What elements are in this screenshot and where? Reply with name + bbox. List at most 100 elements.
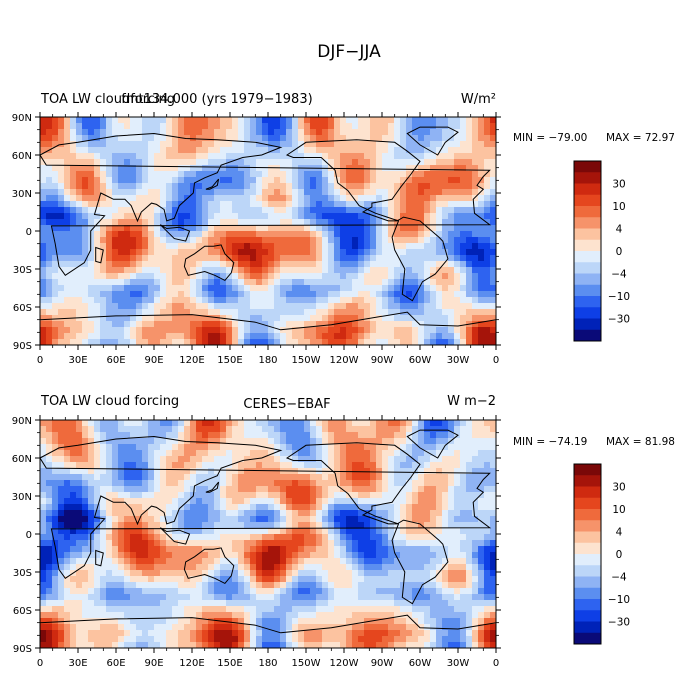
contour-cell bbox=[490, 213, 496, 220]
contour-cell bbox=[286, 117, 293, 124]
contour-cell bbox=[136, 303, 143, 310]
contour-cell bbox=[154, 564, 161, 571]
contour-cell bbox=[448, 558, 455, 565]
contour-cell bbox=[154, 273, 161, 280]
contour-cell bbox=[160, 309, 167, 316]
contour-cell bbox=[124, 462, 131, 469]
contour-cell bbox=[442, 492, 449, 499]
contour-cell bbox=[472, 213, 479, 220]
contour-cell bbox=[232, 516, 239, 523]
contour-cell bbox=[52, 219, 59, 226]
contour-cell bbox=[370, 165, 377, 172]
contour-cell bbox=[328, 504, 335, 511]
contour-cell bbox=[424, 297, 431, 304]
contour-cell bbox=[286, 444, 293, 451]
contour-cell bbox=[124, 321, 131, 328]
contour-cell bbox=[250, 510, 257, 517]
contour-cell bbox=[340, 309, 347, 316]
coastline bbox=[406, 126, 459, 156]
contour-cell bbox=[106, 468, 113, 475]
contour-cell bbox=[472, 141, 479, 148]
contour-cell bbox=[352, 303, 359, 310]
contour-cell bbox=[400, 267, 407, 274]
contour-cell bbox=[310, 267, 317, 274]
contour-cell bbox=[346, 480, 353, 487]
contour-cell bbox=[64, 207, 71, 214]
contour-cell bbox=[262, 492, 269, 499]
contour-cell bbox=[166, 450, 173, 457]
contour-cell bbox=[454, 147, 461, 154]
contour-cell bbox=[142, 135, 149, 142]
contour-cell bbox=[346, 498, 353, 505]
contour-cell bbox=[334, 183, 341, 190]
contour-cell bbox=[478, 432, 485, 439]
contour-cell bbox=[52, 504, 59, 511]
contour-cell bbox=[436, 159, 443, 166]
contour-cell bbox=[238, 327, 245, 334]
contour-cell bbox=[142, 420, 149, 427]
contour-cell bbox=[436, 171, 443, 178]
contour-cell bbox=[112, 141, 119, 148]
contour-cell bbox=[274, 552, 281, 559]
contour-cell bbox=[442, 267, 449, 274]
contour-cell bbox=[58, 456, 65, 463]
contour-cell bbox=[466, 225, 473, 232]
contour-cell bbox=[262, 249, 269, 256]
contour-cell bbox=[382, 486, 389, 493]
contour-cell bbox=[64, 552, 71, 559]
contour-cell bbox=[244, 213, 251, 220]
contour-cell bbox=[208, 147, 215, 154]
contour-cell bbox=[376, 333, 383, 340]
contour-cell bbox=[106, 486, 113, 493]
contour-cell bbox=[232, 558, 239, 565]
contour-cell bbox=[256, 486, 263, 493]
contour-cell bbox=[436, 327, 443, 334]
contour-cell bbox=[154, 225, 161, 232]
contour-cell bbox=[448, 528, 455, 535]
contour-cell bbox=[154, 498, 161, 505]
contour-cell bbox=[340, 303, 347, 310]
contour-cell bbox=[472, 183, 479, 190]
contour-cell bbox=[454, 297, 461, 304]
contour-cell bbox=[442, 117, 449, 124]
contour-cell bbox=[454, 117, 461, 124]
contour-cell bbox=[190, 504, 197, 511]
contour-cell bbox=[448, 522, 455, 529]
contour-cell bbox=[94, 255, 101, 262]
contour-cell bbox=[88, 243, 95, 250]
contour-cell bbox=[286, 309, 293, 316]
contour-cell bbox=[292, 183, 299, 190]
contour-cell bbox=[196, 195, 203, 202]
contour-cell bbox=[346, 219, 353, 226]
contour-cell bbox=[388, 420, 395, 427]
contour-cell bbox=[244, 279, 251, 286]
contour-cell bbox=[100, 534, 107, 541]
contour-cell bbox=[64, 426, 71, 433]
contour-cell bbox=[394, 147, 401, 154]
contour-cell bbox=[148, 303, 155, 310]
contour-cell bbox=[220, 564, 227, 571]
contour-cell bbox=[454, 444, 461, 451]
contour-cell bbox=[238, 117, 245, 124]
contour-cell bbox=[268, 558, 275, 565]
contour-cell bbox=[154, 117, 161, 124]
contour-cell bbox=[346, 420, 353, 427]
contour-cell bbox=[202, 462, 209, 469]
contour-cell bbox=[430, 117, 437, 124]
contour-cell bbox=[472, 273, 479, 280]
contour-cell bbox=[244, 303, 251, 310]
contour-cell bbox=[136, 564, 143, 571]
contour-cell bbox=[82, 255, 89, 262]
contour-cell bbox=[184, 540, 191, 547]
contour-cell bbox=[424, 279, 431, 286]
contour-cell bbox=[352, 309, 359, 316]
contour-cell bbox=[58, 273, 65, 280]
contour-cell bbox=[484, 153, 491, 160]
contour-cell bbox=[220, 249, 227, 256]
contour-cell bbox=[196, 450, 203, 457]
contour-cell bbox=[166, 510, 173, 517]
contour-cell bbox=[76, 426, 83, 433]
contour-cell bbox=[430, 339, 437, 345]
contour-cell bbox=[472, 450, 479, 457]
contour-cell bbox=[172, 243, 179, 250]
